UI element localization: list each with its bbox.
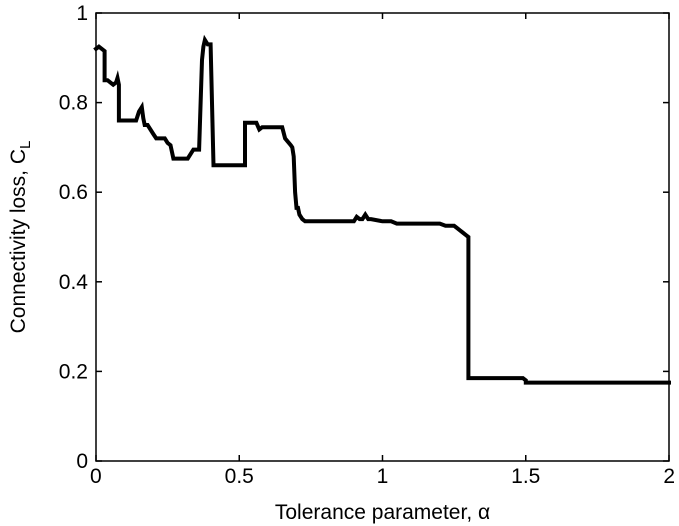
y-axis-label-text: Connectivity loss, C [7, 149, 30, 333]
y-axis-label-subscript: L [17, 141, 34, 149]
x-tick-label: 1.5 [511, 465, 540, 488]
plot-frame [95, 12, 670, 462]
y-tick-label: 1 [76, 2, 88, 25]
y-tick-label: 0 [76, 450, 88, 473]
y-axis-label: Connectivity loss, CL [7, 141, 34, 334]
axis-tick-labels: 0 0.5 1 1.5 2 0 0.2 0.4 0.6 0.8 1 [59, 2, 675, 488]
x-tick-label: 2 [663, 465, 675, 488]
y-tick-label: 0.2 [59, 360, 88, 383]
y-tick-label: 0.8 [59, 92, 88, 115]
y-tick-label: 0.6 [59, 181, 88, 204]
series-line-connectivity-loss [93, 34, 671, 385]
x-tick-label: 1 [377, 465, 389, 488]
plot-area [95, 12, 670, 462]
x-tick-label: 0.5 [225, 465, 254, 488]
x-axis-label-text: Tolerance parameter, α [275, 501, 490, 524]
x-axis-label: Tolerance parameter, α [275, 501, 490, 524]
axis-ticks [95, 12, 670, 462]
y-tick-label: 0.4 [59, 271, 89, 294]
x-tick-label: 0 [90, 465, 102, 488]
